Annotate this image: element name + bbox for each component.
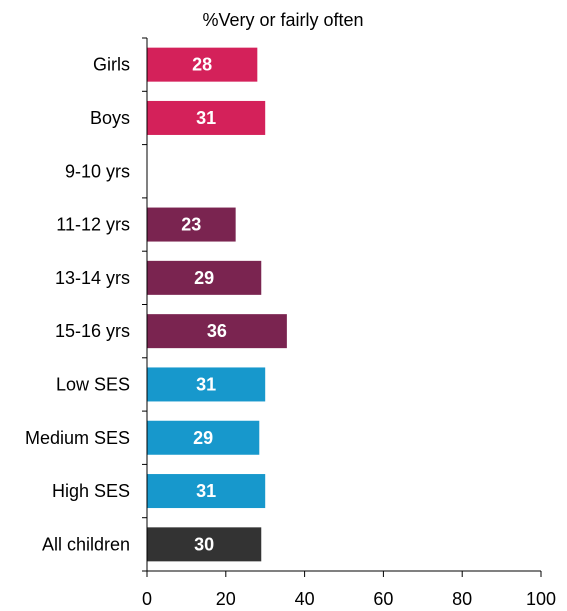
category-label: 13-14 yrs xyxy=(55,268,130,288)
data-label: 31 xyxy=(196,481,216,501)
data-label: 31 xyxy=(196,108,216,128)
category-label: 9-10 yrs xyxy=(65,161,130,181)
data-label: 36 xyxy=(207,321,227,341)
data-label: 28 xyxy=(192,55,212,75)
category-label: 15-16 yrs xyxy=(55,321,130,341)
bar xyxy=(147,260,262,295)
category-label: High SES xyxy=(52,481,130,501)
bar xyxy=(147,527,262,562)
bar xyxy=(147,100,266,135)
bars-layer: 28 31 23 29 36 31 29 31 30 xyxy=(147,47,287,562)
data-label: 29 xyxy=(193,428,213,448)
bar xyxy=(147,207,236,242)
data-label: 30 xyxy=(194,534,214,554)
data-label: 23 xyxy=(181,215,201,235)
x-tick-label: 60 xyxy=(373,589,393,609)
bar xyxy=(147,474,266,509)
category-label: Girls xyxy=(93,55,130,75)
x-tick-label: 0 xyxy=(142,589,152,609)
data-label: 31 xyxy=(196,374,216,394)
category-label: Low SES xyxy=(56,374,130,394)
x-tick-label: 40 xyxy=(295,589,315,609)
bar xyxy=(147,420,260,455)
chart-title: %Very or fairly often xyxy=(202,10,363,30)
bar xyxy=(147,47,258,82)
category-label: Boys xyxy=(90,108,130,128)
data-label: 29 xyxy=(194,268,214,288)
category-label: Medium SES xyxy=(25,428,130,448)
axes-layer: Girls Boys 9-10 yrs 11-12 yrs 13-14 yrs 15-16… xyxy=(25,37,556,609)
x-tick-label: 80 xyxy=(452,589,472,609)
x-tick-label: 100 xyxy=(526,589,556,609)
category-label: All children xyxy=(42,534,130,554)
bar xyxy=(147,367,266,402)
x-tick-label: 20 xyxy=(216,589,236,609)
bar xyxy=(147,314,287,349)
category-label: 11-12 yrs xyxy=(56,215,130,235)
